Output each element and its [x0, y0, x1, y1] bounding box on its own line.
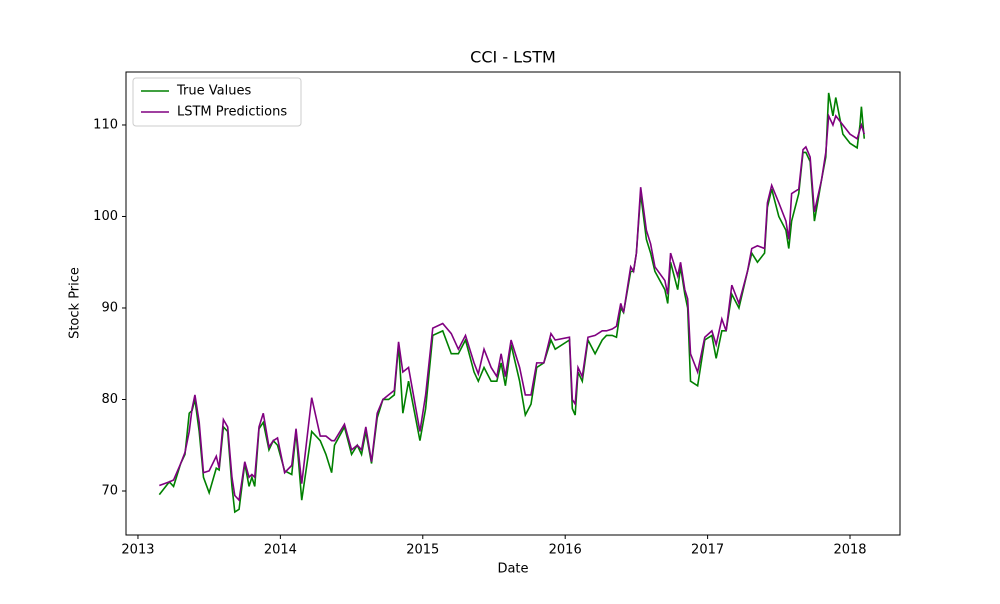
legend-label: True Values [176, 84, 251, 99]
x-tick-label: 2017 [691, 543, 724, 558]
plot-frame [125, 71, 901, 536]
y-axis-label: Stock Price [68, 267, 83, 339]
y-tick-label: 80 [101, 392, 118, 407]
x-tick-label: 2014 [264, 543, 297, 558]
legend-label: LSTM Predictions [177, 105, 287, 120]
x-tick-label: 2015 [406, 543, 439, 558]
x-tick-label: 2018 [833, 543, 866, 558]
x-tick-label: 2013 [121, 543, 154, 558]
y-tick-label: 110 [93, 117, 118, 132]
legend-box [132, 77, 302, 127]
y-tick-label: 90 [101, 300, 118, 315]
x-axis-label: Date [497, 562, 528, 577]
y-tick-label: 70 [101, 483, 118, 498]
chart-title: CCI - LSTM [470, 48, 556, 67]
series-line [159, 112, 866, 502]
x-tick-label: 2016 [549, 543, 582, 558]
y-tick-label: 100 [93, 209, 118, 224]
